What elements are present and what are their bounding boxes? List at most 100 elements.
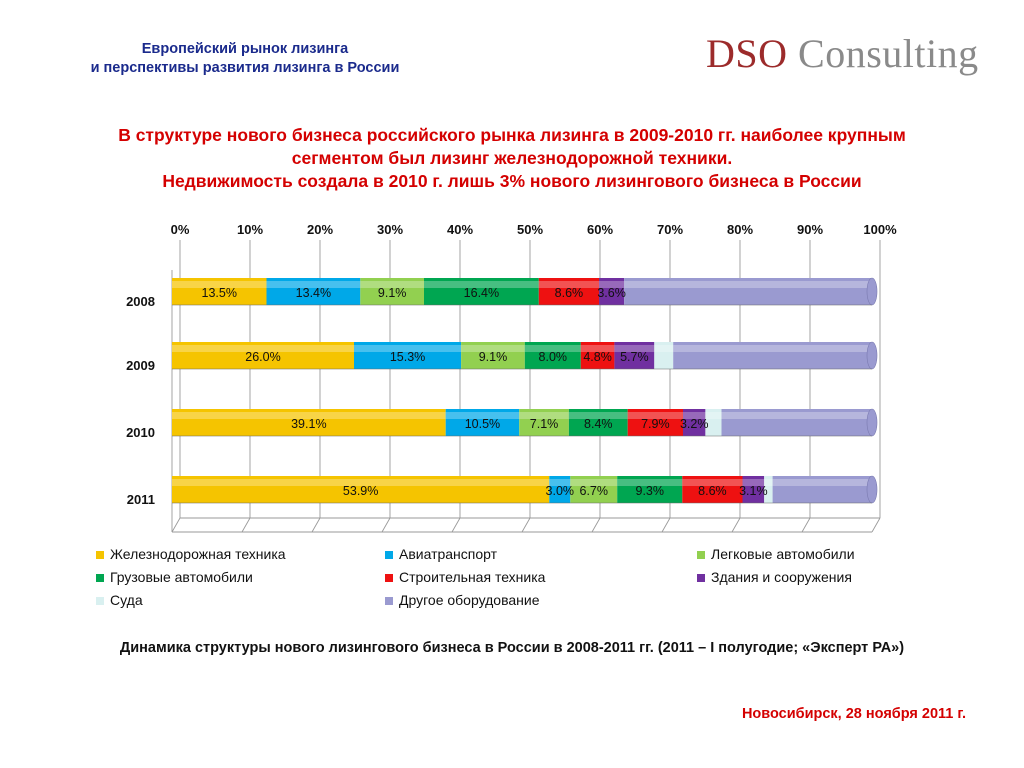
data-label: 8.6% [555, 286, 584, 300]
data-label: 7.9% [641, 417, 670, 431]
dso-consulting-logo: DSO Consulting [706, 30, 979, 77]
y-category-label: 2010 [126, 425, 155, 440]
legend-label: Легковые автомобили [711, 546, 855, 562]
bar-segment [360, 278, 424, 305]
bar-highlight [424, 281, 539, 288]
bar-highlight [705, 412, 722, 419]
slide-headline: В структуре нового бизнеса российского р… [30, 124, 994, 193]
data-label: 8.4% [584, 417, 613, 431]
bar-highlight [524, 345, 581, 352]
bar-highlight [599, 281, 625, 288]
bar-segment [617, 476, 683, 503]
bar-end-cap [866, 408, 878, 437]
bar-segment [599, 278, 625, 305]
bar-end-cap [866, 475, 878, 504]
bar-segment [172, 342, 354, 369]
bar-segment [742, 476, 765, 503]
bar-highlight [683, 412, 706, 419]
bar-highlight [624, 281, 872, 288]
floor-line [661, 517, 671, 533]
x-tick-label: 50% [517, 222, 543, 237]
bar-highlight [445, 412, 520, 419]
bar-highlight [570, 479, 618, 486]
logo-dso-text: DSO [706, 31, 788, 76]
presentation-title: Европейский рынок лизинга и перспективы … [40, 40, 450, 78]
data-label: 15.3% [390, 350, 425, 364]
bar-highlight [172, 479, 550, 486]
data-label: 3.2% [680, 417, 709, 431]
bar-highlight [354, 345, 462, 352]
bar-segment [624, 278, 872, 305]
legend-label: Строительная техника [399, 569, 546, 585]
bar-segment [549, 476, 571, 503]
bar-highlight [461, 345, 525, 352]
bar-segment [266, 278, 361, 305]
x-tick-label: 80% [727, 222, 753, 237]
y-category-label: 2009 [126, 358, 155, 373]
bar-segment [172, 409, 446, 436]
x-tick-label: 40% [447, 222, 473, 237]
headline-line-1: В структуре нового бизнеса российского р… [118, 125, 906, 145]
bar-segment [580, 342, 615, 369]
bar-highlight [568, 412, 628, 419]
floor-line [311, 517, 321, 533]
bar-highlight [266, 281, 361, 288]
floor-line [451, 517, 461, 533]
legend-swatch [697, 551, 705, 559]
data-label: 16.4% [464, 286, 499, 300]
legend-label: Железнодорожная техника [110, 546, 286, 562]
legend-label: Здания и сооружения [711, 569, 852, 585]
footer-location-date: Новосибирск, 28 ноября 2011 г. [741, 706, 966, 722]
data-label: 3.1% [739, 484, 768, 498]
bar-highlight [538, 281, 599, 288]
data-label: 5.7% [620, 350, 649, 364]
floor-line [871, 517, 881, 533]
data-label: 6.7% [580, 484, 609, 498]
bar-highlight [627, 412, 683, 419]
x-tick-label: 0% [171, 222, 190, 237]
data-label: 9.1% [378, 286, 407, 300]
x-tick-label: 30% [377, 222, 403, 237]
bar-segment [683, 409, 706, 436]
bar-segment [519, 409, 569, 436]
bar-highlight [721, 412, 872, 419]
data-label: 8.6% [698, 484, 727, 498]
bar-highlight [172, 281, 267, 288]
x-tick-label: 20% [307, 222, 333, 237]
data-label: 8.0% [539, 350, 568, 364]
bar-segment [424, 278, 539, 305]
bar-highlight [614, 345, 655, 352]
bar-segment [673, 342, 872, 369]
bar-segment [614, 342, 655, 369]
bar-segment [654, 342, 674, 369]
data-label: 53.9% [343, 484, 378, 498]
bar-highlight [742, 479, 765, 486]
bar-highlight [580, 345, 615, 352]
bar-highlight [360, 281, 424, 288]
data-label: 9.3% [636, 484, 665, 498]
data-label: 4.8% [583, 350, 612, 364]
bar-segment [764, 476, 773, 503]
y-category-label: 2011 [127, 492, 155, 507]
legend-label: Другое оборудование [399, 592, 540, 608]
legend-swatch [697, 574, 705, 582]
legend-label: Авиатранспорт [399, 546, 498, 562]
headline-line-3: Недвижимость создала в 2010 г. лишь 3% н… [162, 171, 862, 191]
data-label: 3.6% [597, 286, 626, 300]
bar-highlight [673, 345, 872, 352]
bar-segment [461, 342, 525, 369]
data-label: 26.0% [245, 350, 280, 364]
x-tick-label: 90% [797, 222, 823, 237]
bar-segment [772, 476, 872, 503]
bar-highlight [617, 479, 683, 486]
x-tick-label: 60% [587, 222, 613, 237]
legend-label: Суда [110, 592, 143, 608]
presentation-title-line-1: Европейский рынок лизинга [141, 41, 349, 57]
legend-swatch [96, 597, 104, 605]
data-label: 10.5% [465, 417, 500, 431]
logo-consulting-text: Consulting [798, 31, 979, 76]
y-category-label: 2008 [126, 294, 155, 309]
bar-segment [538, 278, 599, 305]
floor-line [521, 517, 531, 533]
bar-segment [524, 342, 581, 369]
